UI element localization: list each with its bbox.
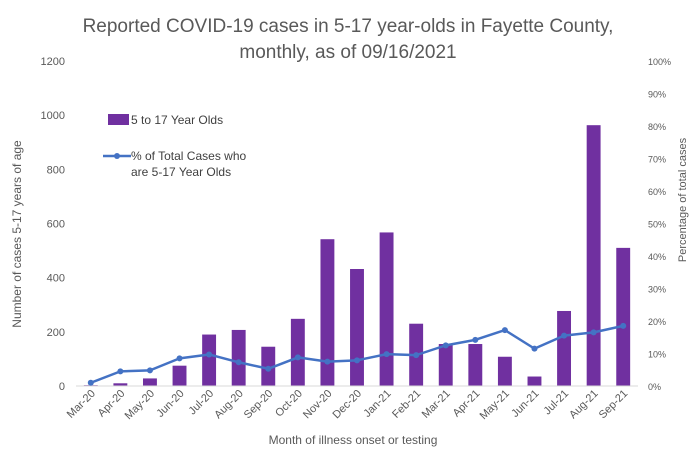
x-tick-label: Mar-21 [420,388,453,421]
line-point-Oct-20 [294,354,301,361]
line-point-Sep-21 [620,322,627,329]
y-left-tick-label: 200 [47,327,65,339]
x-tick-label: Oct-20 [273,388,305,420]
line-point-Mar-21 [442,342,449,349]
legend-line-label-line-1: % of Total Cases who [131,149,246,163]
bar-series [83,125,631,386]
line-point-Jul-21 [561,332,568,339]
x-tick-label: Sep-21 [597,388,631,422]
y-axis-left-label: Number of cases 5-17 years of age [10,140,24,328]
bar-Jun-21 [527,376,542,386]
y-right-tick-label: 40% [648,252,666,262]
y-right-tick-label: 0% [648,382,661,392]
line-point-Apr-21 [472,336,479,343]
line-point-Dec-20 [354,357,360,364]
line-point-Jun-20 [176,355,183,362]
x-tick-label: Jun-20 [154,388,186,420]
y-right-tick-label: 70% [648,155,666,165]
y-right-tick-label: 100% [648,57,671,67]
y-right-tick-label: 20% [648,317,666,327]
line-point-Sep-20 [265,365,272,372]
line-point-May-21 [501,327,508,334]
bar-Apr-21 [468,344,483,386]
line-point-Jun-21 [531,345,538,352]
bar-Jul-21 [557,310,572,386]
bar-Aug-20 [231,329,246,386]
x-tick-label: Aug-20 [212,388,246,422]
line-point-Jul-20 [206,351,213,358]
bar-Aug-21 [586,125,601,386]
y-right-tick-label: 90% [648,90,666,100]
line-point-Jan-21 [383,351,390,358]
bar-Jun-20 [172,365,187,386]
x-tick-label: Jun-21 [509,388,541,420]
bar-May-20 [142,378,157,386]
x-axis-label: Month of illness onset or testing [269,433,438,447]
x-tick-label: Dec-20 [331,388,365,422]
x-tick-label: Feb-21 [390,388,423,421]
line-point-Aug-21 [590,329,597,336]
y-right-tick-label: 30% [648,285,666,295]
bar-Nov-20 [320,239,335,386]
y-right-tick-label: 60% [648,187,666,197]
y-left-tick-label: 1000 [41,110,65,122]
bar-Mar-21 [438,344,453,386]
line-series [87,322,627,386]
x-tick-label: Sep-20 [242,388,276,422]
line-point-May-20 [146,367,153,374]
legend: 5 to 17 Year Olds % of Total Cases who a… [103,113,246,179]
y-axis-right-label: Percentage of total cases [677,137,689,262]
y-axis-right-ticks: 0% 10% 20% 30% 40% 50% 60% 70% 80% 90% 100% [648,57,671,392]
line-point-Apr-20 [117,368,124,375]
line-point-Nov-20 [324,358,331,365]
x-tick-label: Nov-20 [301,388,335,422]
y-left-tick-label: 1200 [41,56,65,68]
bar-Jul-20 [202,334,217,386]
y-right-tick-label: 50% [648,220,666,230]
x-tick-label: Jan-21 [361,388,393,420]
legend-line-marker [114,153,120,159]
bar-Oct-20 [290,318,305,386]
bar-Jan-21 [379,232,394,386]
x-tick-label: Aug-21 [567,388,601,422]
x-tick-label: Mar-20 [65,388,98,421]
y-right-tick-label: 80% [648,122,666,132]
y-right-tick-label: 10% [648,350,666,360]
x-tick-label: May-21 [478,388,512,422]
chart-title-line-1: Reported COVID-19 cases in 5-17 year-old… [83,16,614,37]
y-left-tick-label: 600 [47,219,65,231]
y-left-tick-label: 0 [59,381,65,393]
y-left-tick-label: 800 [47,164,65,176]
line-point-Aug-20 [235,359,242,366]
x-tick-label: May-20 [123,388,157,422]
line-point-Mar-20 [87,379,94,386]
y-left-tick-label: 400 [47,273,65,285]
legend-line-label-line-2: are 5-17 Year Olds [131,165,231,179]
bar-May-21 [497,356,512,386]
legend-bar-label: 5 to 17 Year Olds [131,113,223,127]
bar-Sep-21 [616,247,631,386]
legend-bar-swatch [108,114,129,125]
line-point-Feb-21 [413,352,420,359]
chart-title-line-2: monthly, as of 09/16/2021 [239,42,456,63]
y-axis-left-ticks: 0 200 400 600 800 1000 1200 [41,56,65,393]
bar-Dec-20 [350,269,364,386]
bar-Apr-20 [113,383,128,386]
